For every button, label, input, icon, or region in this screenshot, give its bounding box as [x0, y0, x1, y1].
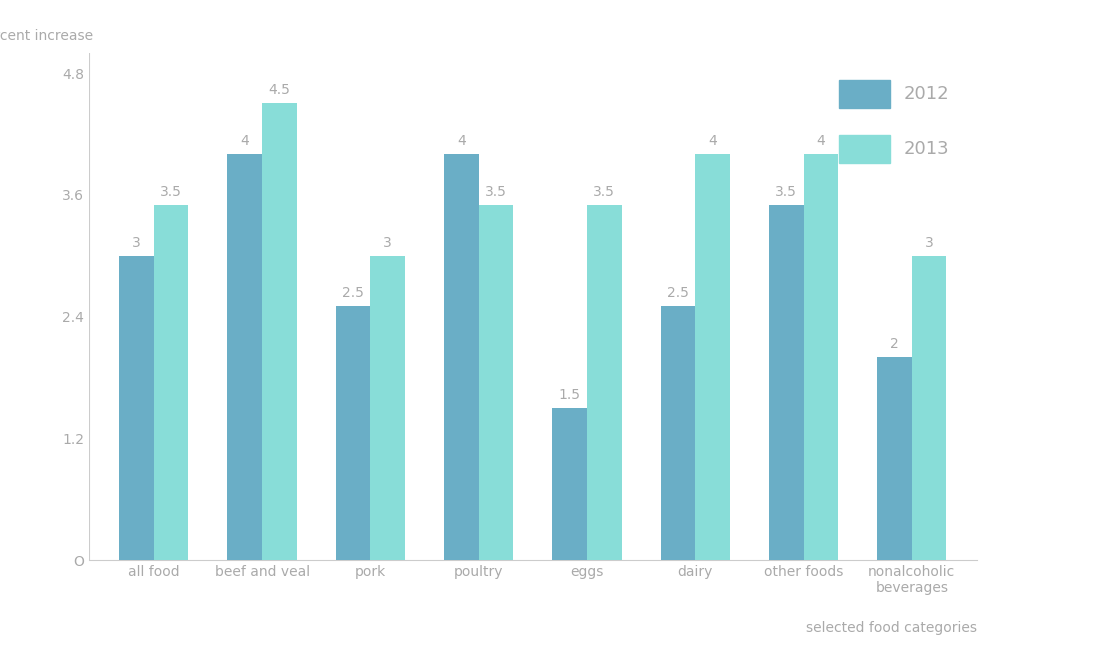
Bar: [804, 154, 838, 560]
Bar: [660, 306, 695, 560]
Text: 3.5: 3.5: [775, 185, 797, 199]
Text: 3.5: 3.5: [160, 185, 182, 199]
Text: 2: 2: [890, 337, 899, 351]
Bar: [587, 205, 622, 560]
Text: 4: 4: [708, 134, 717, 148]
Text: 3: 3: [132, 236, 141, 250]
Text: 4: 4: [457, 134, 466, 148]
Legend: 2012, 2013: 2012, 2013: [821, 62, 968, 181]
Y-axis label: Percent increase: Percent increase: [0, 28, 93, 43]
Bar: [371, 256, 405, 560]
Text: 2.5: 2.5: [342, 287, 364, 301]
Text: 3: 3: [383, 236, 392, 250]
Bar: [553, 408, 587, 560]
Bar: [262, 103, 296, 560]
Bar: [119, 256, 154, 560]
Bar: [154, 205, 189, 560]
Text: selected food categories: selected food categories: [806, 621, 977, 635]
Bar: [911, 256, 947, 560]
Text: 4.5: 4.5: [269, 84, 291, 98]
Bar: [877, 357, 911, 560]
Bar: [769, 205, 804, 560]
Bar: [478, 205, 513, 560]
Text: 4: 4: [817, 134, 825, 148]
Bar: [444, 154, 478, 560]
Bar: [335, 306, 371, 560]
Bar: [695, 154, 730, 560]
Text: 2.5: 2.5: [667, 287, 689, 301]
Bar: [228, 154, 262, 560]
Text: 3.5: 3.5: [485, 185, 507, 199]
Text: 1.5: 1.5: [558, 388, 581, 402]
Text: 3.5: 3.5: [594, 185, 615, 199]
Text: 3: 3: [925, 236, 934, 250]
Text: 4: 4: [241, 134, 249, 148]
